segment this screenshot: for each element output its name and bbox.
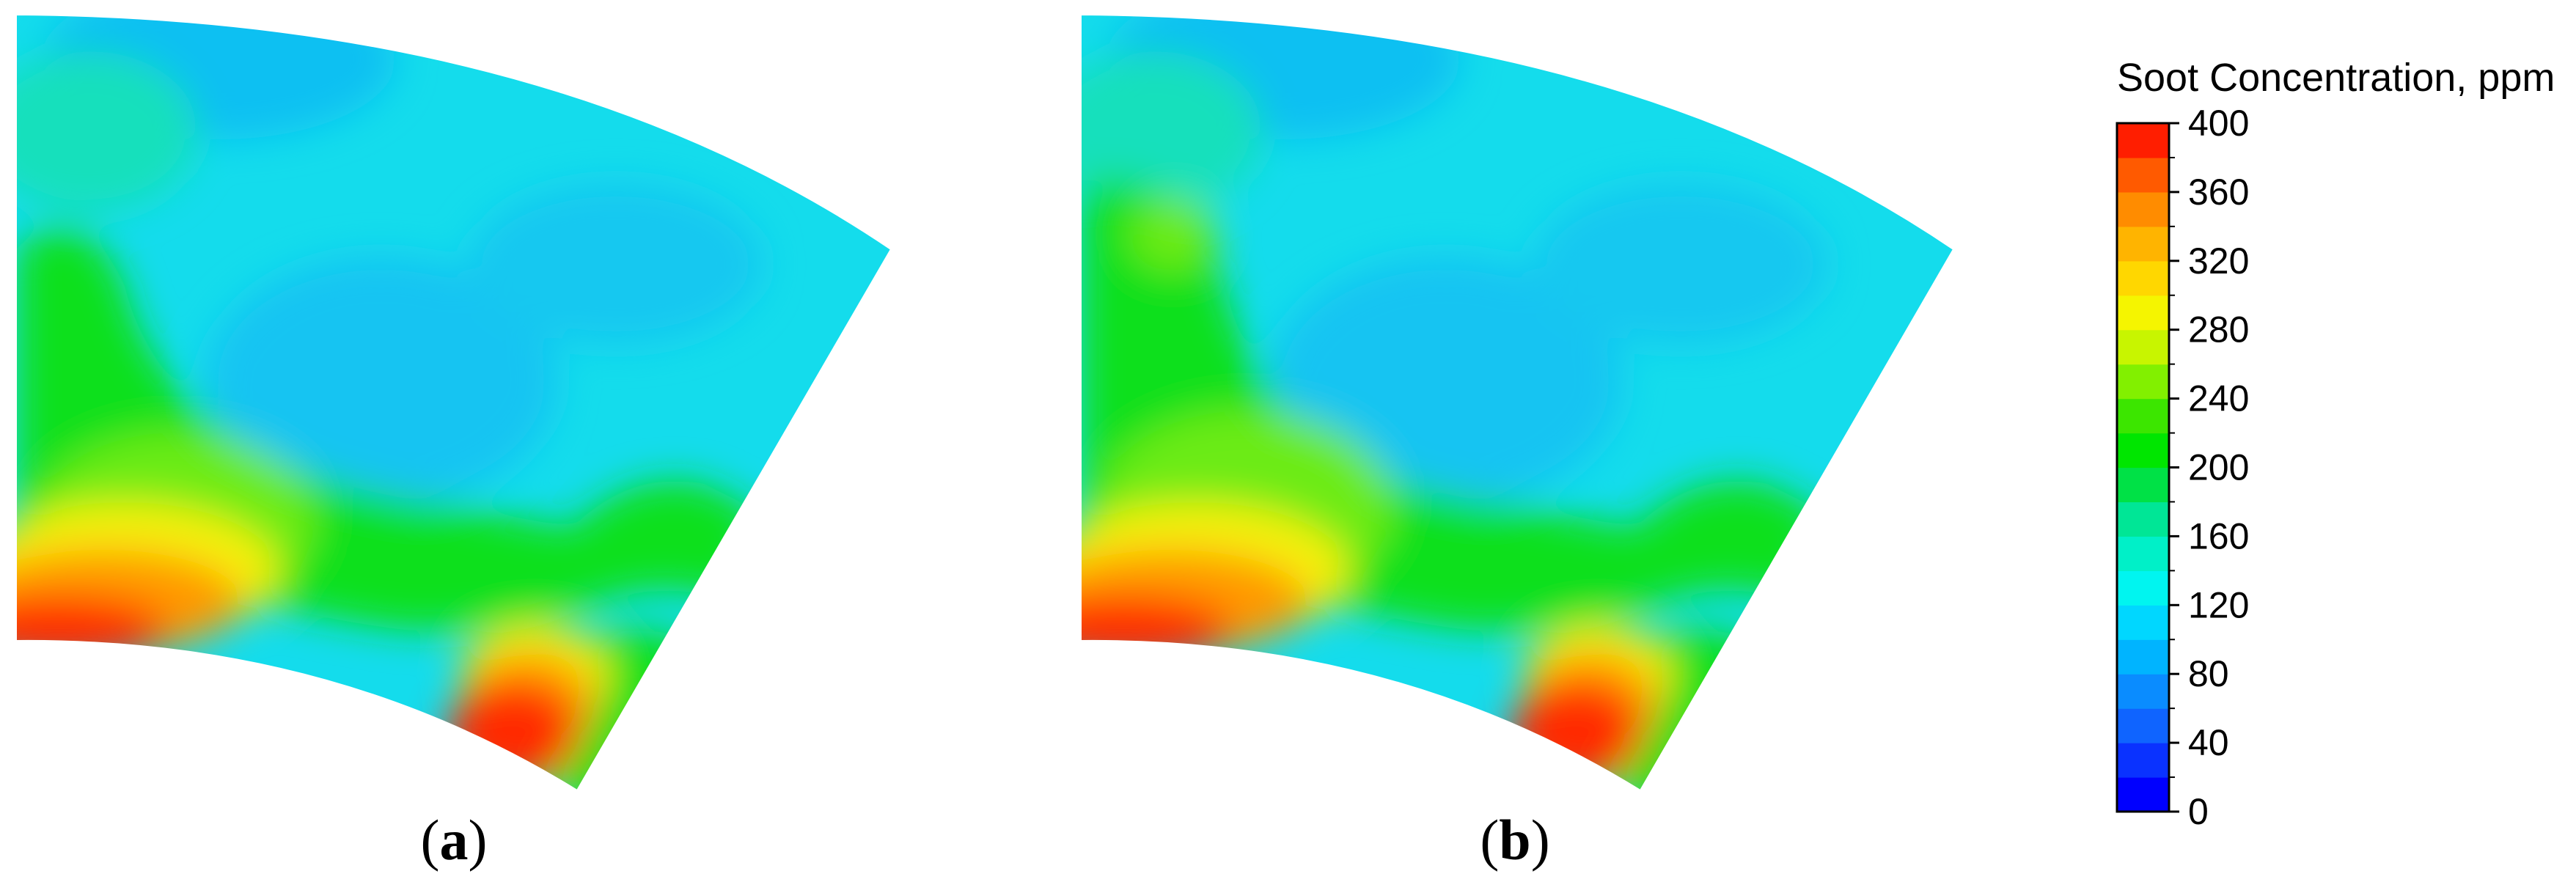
colorbar-tick-label: 320 xyxy=(2188,240,2249,282)
colorbar-band xyxy=(2117,364,2169,400)
colorbar-band xyxy=(2117,605,2169,640)
colorbar-band xyxy=(2117,501,2169,537)
panel-label-b: (b) xyxy=(1480,808,1549,872)
colorbar-band xyxy=(2117,329,2169,365)
colorbar: Soot Concentration, ppm 0 40 80 120 160 200 24… xyxy=(2116,56,2555,832)
colorbar-band xyxy=(2117,433,2169,468)
colorbar-tick-label: 360 xyxy=(2188,172,2249,213)
contour-panel-a xyxy=(15,13,892,792)
contour-panel-b xyxy=(1080,13,1955,792)
colorbar-band xyxy=(2117,777,2169,812)
colorbar-tick-label: 400 xyxy=(2188,103,2249,144)
colorbar-band xyxy=(2117,674,2169,709)
panel-label-a: (a) xyxy=(421,808,488,872)
colorbar-band xyxy=(2117,467,2169,503)
colorbar-bands xyxy=(2117,123,2169,812)
colorbar-band xyxy=(2117,191,2169,227)
colorbar-band xyxy=(2117,295,2169,331)
colorbar-band xyxy=(2117,123,2169,158)
colorbar-band xyxy=(2117,157,2169,193)
colorbar-band xyxy=(2117,639,2169,675)
colorbar-tick-label: 0 xyxy=(2188,791,2209,832)
colorbar-ticks: 0 40 80 120 160 200 240 280 320 360 400 xyxy=(2169,103,2249,832)
colorbar-band xyxy=(2117,536,2169,571)
colorbar-tick-label: 280 xyxy=(2188,309,2249,350)
colorbar-band xyxy=(2117,708,2169,743)
colorbar-band xyxy=(2117,570,2169,606)
colorbar-tick-label: 120 xyxy=(2188,584,2249,625)
colorbar-band xyxy=(2117,743,2169,778)
colorbar-title: Soot Concentration, ppm xyxy=(2117,56,2555,100)
colorbar-band xyxy=(2117,260,2169,296)
colorbar-tick-label: 240 xyxy=(2188,378,2249,419)
colorbar-band xyxy=(2117,226,2169,262)
colorbar-band xyxy=(2117,398,2169,434)
colorbar-tick-label: 40 xyxy=(2188,722,2229,763)
colorbar-tick-label: 80 xyxy=(2188,653,2229,694)
colorbar-tick-label: 160 xyxy=(2188,515,2249,556)
colorbar-tick-label: 200 xyxy=(2188,447,2249,488)
